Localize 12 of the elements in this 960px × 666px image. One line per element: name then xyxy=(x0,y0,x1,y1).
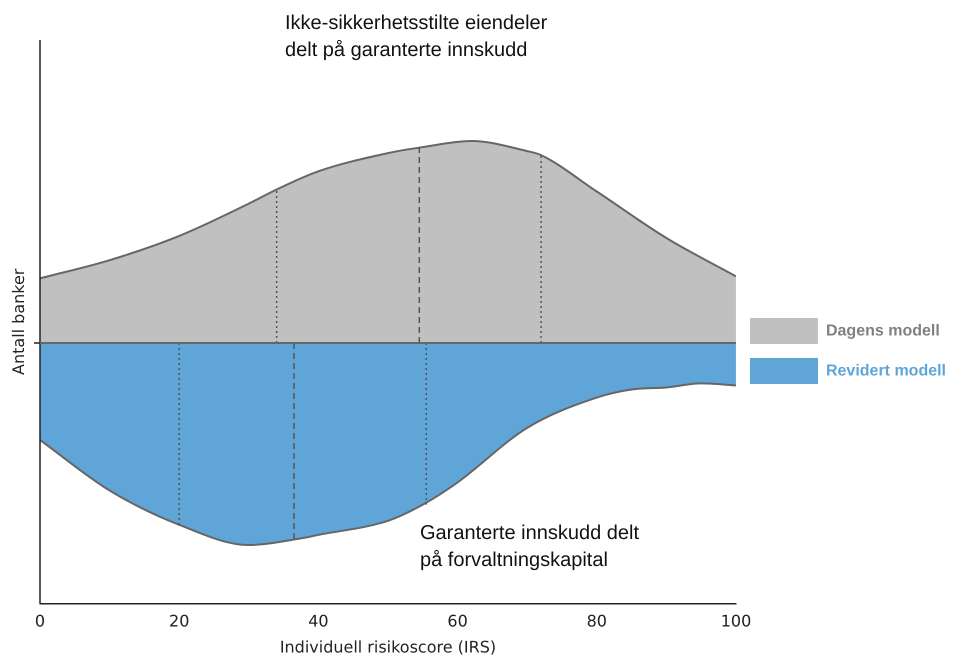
annotation: Garanterte innskudd delt på forvaltningskapital xyxy=(420,521,640,573)
x-tick-label: 100 xyxy=(720,611,752,630)
y-axis-title: Antall banker xyxy=(9,268,28,375)
x-tick-label: 40 xyxy=(308,611,329,630)
x-tick-label: 80 xyxy=(586,611,607,630)
legend-label: Dagens modell xyxy=(826,322,940,340)
x-axis-title: Individuell risikoscore (IRS) xyxy=(280,638,496,657)
x-tick-label: 20 xyxy=(169,611,190,630)
x-tick-label: 0 xyxy=(34,611,46,630)
x-tick-label: 60 xyxy=(447,611,468,630)
text: Ikke-sikkerhetsstilte eiendeler delt på garanterte innskudd xyxy=(285,11,548,63)
legend-label: Revidert modell xyxy=(826,362,946,380)
